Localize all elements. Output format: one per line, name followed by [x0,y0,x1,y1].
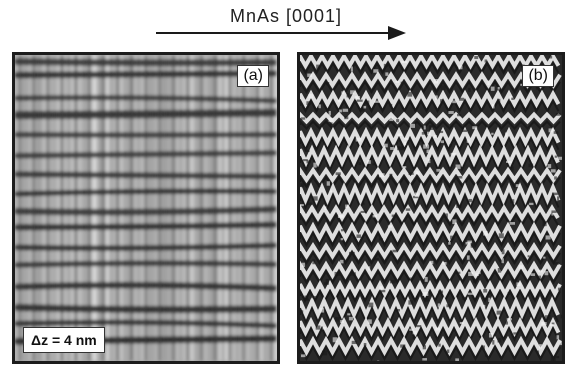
lattice-image-b [300,55,562,361]
right-arrow-icon [156,26,406,40]
micrograph-panel-b: (b) [297,52,565,364]
direction-label: MnAs [0001] [229,6,343,26]
panel-label-b: (b) [522,65,554,87]
lattice-image-a [15,55,277,361]
scale-label: Δz = 4 nm [23,327,105,353]
panel-label-a: (a) [237,65,269,87]
micrograph-panel-a: (a) Δz = 4 nm [12,52,280,364]
